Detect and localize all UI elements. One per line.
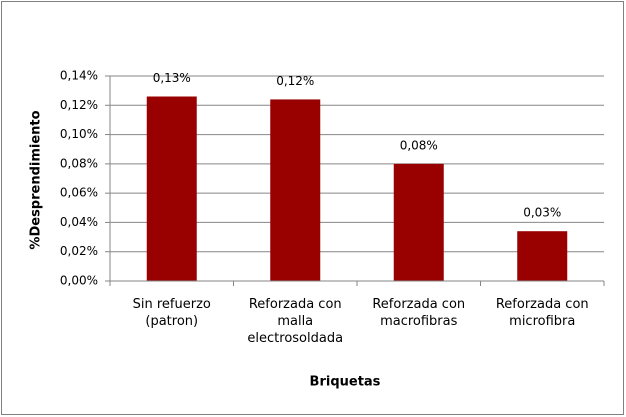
y-tick-label: 0,06% — [60, 186, 98, 200]
y-tick-label: 0,02% — [60, 244, 98, 258]
x-axis-title: Briquetas — [310, 375, 381, 390]
y-tick-label: 0,14% — [60, 69, 98, 83]
x-tick-label: Sin refuerzo (patron) — [132, 297, 211, 329]
y-tick-label: 0,12% — [60, 98, 98, 112]
bar — [517, 231, 568, 281]
y-tick-label: 0,08% — [60, 156, 98, 170]
x-tick-label: Reforzada con malla electrosoldada — [247, 297, 344, 346]
value-label: 0,08% — [400, 138, 438, 152]
bar — [146, 96, 197, 281]
bar — [393, 163, 444, 281]
bar — [270, 99, 321, 281]
x-tick-label: Reforzada con macrofibras — [372, 297, 466, 329]
y-tick-label: 0,00% — [60, 274, 98, 288]
y-tick-label: 0,04% — [60, 215, 98, 229]
value-label: 0,12% — [276, 74, 314, 88]
y-tick-label: 0,10% — [60, 127, 98, 141]
value-label: 0,13% — [153, 71, 191, 85]
value-label: 0,03% — [523, 206, 561, 220]
y-axis-title: %Desprendimiento — [29, 110, 44, 249]
x-tick-label: Reforzada con microfibra — [495, 297, 589, 329]
